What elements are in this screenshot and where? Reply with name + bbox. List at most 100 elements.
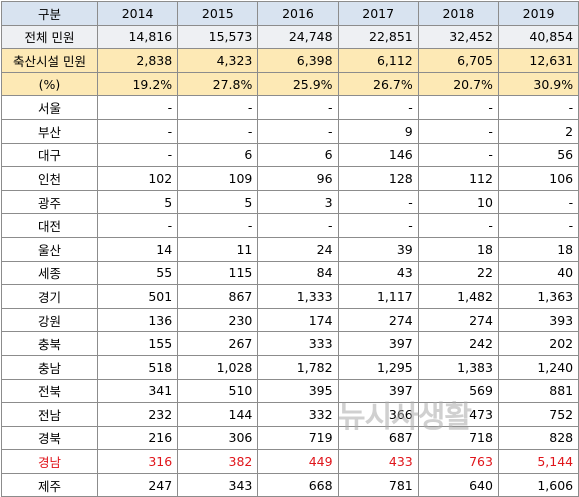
- table-cell: 136: [96, 307, 179, 333]
- row-label: 축산시설 민원: [1, 48, 98, 73]
- row-label: 경북: [1, 425, 98, 451]
- table-cell: -: [337, 95, 419, 120]
- table-cell: 397: [337, 331, 419, 356]
- header-year: 2016: [257, 1, 339, 26]
- table-cell: 449: [257, 449, 339, 474]
- table-row: 대전 - - - - - -: [1, 213, 579, 238]
- table-cell: -: [417, 95, 499, 120]
- row-label: 대전: [1, 213, 98, 238]
- header-year: 2014: [96, 1, 179, 26]
- table-cell: 668: [257, 472, 339, 497]
- table-cell: 247: [96, 472, 179, 497]
- table-cell: 6,705: [417, 48, 499, 73]
- table-cell: 1,363: [497, 284, 579, 309]
- table-cell: 15,573: [177, 24, 259, 50]
- table-row: 강원 136 230 174 274 274 393: [1, 307, 579, 333]
- table-cell: 84: [257, 260, 339, 286]
- table-row: 세종 55 115 84 43 22 40: [1, 260, 579, 286]
- row-label: 세종: [1, 260, 98, 286]
- table-cell: -: [257, 213, 339, 238]
- row-label: 경기: [1, 284, 98, 309]
- table-cell: 18: [497, 236, 579, 262]
- table-cell: 232: [96, 402, 179, 427]
- table-row: 부산 - - -9-2: [1, 118, 579, 144]
- table-cell: 640: [417, 472, 499, 497]
- table-row: 광주 5 5 3-10-: [1, 189, 579, 215]
- table-cell: 25.9%: [257, 71, 339, 97]
- row-label: 제주: [1, 472, 98, 497]
- table-cell: 1,333: [257, 284, 339, 309]
- table-cell: 1,240: [497, 354, 579, 380]
- table-cell: 2: [497, 118, 579, 144]
- table-row: 충북 155 267 333 397 242 202: [1, 331, 579, 356]
- table-row: 전체 민원 14,816 15,573 24,748 22,851 32,452 40,85…: [1, 24, 579, 50]
- row-label: 강원: [1, 307, 98, 333]
- table-cell: 473: [417, 402, 499, 427]
- table-cell: -: [257, 95, 339, 120]
- table-cell: 719: [257, 425, 339, 451]
- table-cell: 24: [257, 236, 339, 262]
- row-label: 부산: [1, 118, 98, 144]
- table-cell: 1,482: [417, 284, 499, 309]
- table-cell: 11: [177, 236, 259, 262]
- table-cell: 22,851: [337, 24, 419, 50]
- row-label: 충북: [1, 331, 98, 356]
- table-row: 경북 216 306 719 687 718 828: [1, 425, 579, 451]
- table-cell: 395: [257, 378, 339, 404]
- table-cell: 393: [497, 307, 579, 333]
- table-row: 서울 - - - - - -: [1, 95, 579, 120]
- table-cell: 1,295: [337, 354, 419, 380]
- table-cell: 155: [96, 331, 179, 356]
- table-cell: 274: [417, 307, 499, 333]
- table-body: 전체 민원 14,816 15,573 24,748 22,851 32,452 40,85…: [1, 24, 579, 497]
- table-cell: -: [177, 213, 259, 238]
- table-cell: 55: [96, 260, 179, 286]
- table-cell: 230: [177, 307, 259, 333]
- table-cell: -: [417, 142, 499, 168]
- table-cell: 343: [177, 472, 259, 497]
- table-cell: 881: [497, 378, 579, 404]
- header-category: 구분: [1, 1, 98, 26]
- table-cell: 332: [257, 402, 339, 427]
- table-cell: 56: [497, 142, 579, 168]
- table-cell: 202: [497, 331, 579, 356]
- table-row: 경남 316 382 449 433 763 5,144: [1, 449, 579, 474]
- table-row: 대구 -6 6 146-56: [1, 142, 579, 168]
- table-cell: 718: [417, 425, 499, 451]
- table-cell: 115: [177, 260, 259, 286]
- table-cell: 569: [417, 378, 499, 404]
- row-label: 전북: [1, 378, 98, 404]
- table-cell: 397: [337, 378, 419, 404]
- table-cell: 4,323: [177, 48, 259, 73]
- table-cell: 40: [497, 260, 579, 286]
- table-cell: 96: [257, 166, 339, 191]
- table-cell: 146: [337, 142, 419, 168]
- table-cell: -: [177, 95, 259, 120]
- row-label: 전남: [1, 402, 98, 427]
- table-row: (%) 19.2% 27.8% 25.9% 26.7% 20.7% 30.9%: [1, 71, 579, 97]
- table-cell: 341: [96, 378, 179, 404]
- table-cell: 14: [96, 236, 179, 262]
- table-cell: 306: [177, 425, 259, 451]
- table-cell: 39: [337, 236, 419, 262]
- table-row: 제주 247 343 668 781 640 1,606: [1, 472, 579, 497]
- table-cell: 5: [96, 189, 179, 215]
- table-cell: 333: [257, 331, 339, 356]
- row-label: 광주: [1, 189, 98, 215]
- table-cell: 27.8%: [177, 71, 259, 97]
- table-cell: 274: [337, 307, 419, 333]
- row-label: 인천: [1, 166, 98, 191]
- table-cell: 174: [257, 307, 339, 333]
- table-cell: 109: [177, 166, 259, 191]
- table-cell: 24,748: [257, 24, 339, 50]
- table-cell: 9: [337, 118, 419, 144]
- table-cell: 1,028: [177, 354, 259, 380]
- row-label: 경남: [1, 449, 98, 474]
- row-label: 서울: [1, 95, 98, 120]
- table-cell: 6: [177, 142, 259, 168]
- table-cell: -: [337, 189, 419, 215]
- table-cell: 144: [177, 402, 259, 427]
- table-row: 경기 501 867 1,333 1,117 1,482 1,363: [1, 284, 579, 309]
- table-cell: -: [96, 95, 179, 120]
